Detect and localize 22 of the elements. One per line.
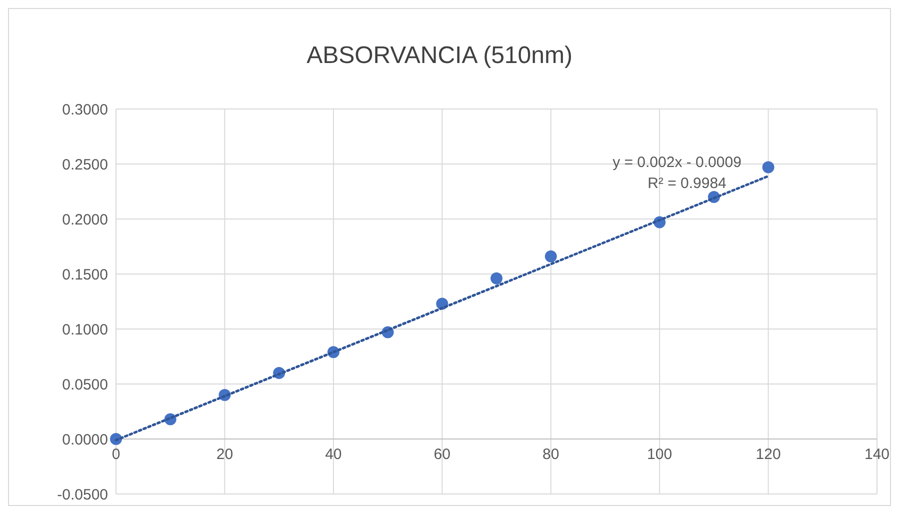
y-tick-label: 0.2500 [62, 156, 108, 174]
x-tick-label: 60 [434, 446, 450, 463]
y-tick-label: 0.2000 [62, 211, 108, 228]
x-tick-label: 0 [112, 446, 120, 463]
y-tick-label: 0.1000 [62, 321, 108, 338]
y-tick-label: 0.3000 [62, 101, 108, 118]
x-tick-label: 80 [542, 446, 560, 463]
y-tick-label: -0.0500 [57, 486, 108, 504]
chart-title: ABSORVANCIA (510nm) [306, 42, 572, 69]
y-tick-label: 0.0500 [62, 376, 108, 394]
point [762, 161, 774, 174]
x-tick-label: 20 [216, 446, 234, 463]
annotation: R² = 0.9984 [648, 175, 726, 192]
annotation: y = 0.002x - 0.0009 [612, 154, 742, 171]
x-tick-label: 120 [756, 446, 781, 463]
point [490, 272, 502, 284]
x-tick-label: 40 [325, 446, 342, 463]
x-tick-label: 140 [864, 446, 890, 463]
point [544, 250, 557, 262]
y-tick-label: 0.1500 [62, 266, 108, 284]
x-tick-label: 100 [647, 446, 672, 463]
y-tick-label: 0.0000 [62, 431, 108, 448]
